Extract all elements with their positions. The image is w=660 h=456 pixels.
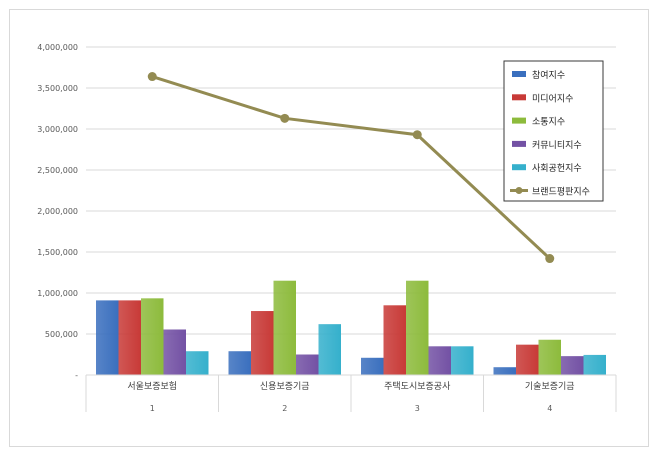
bar bbox=[318, 324, 341, 375]
bar bbox=[428, 346, 451, 375]
line-point bbox=[280, 113, 290, 123]
bar bbox=[186, 351, 209, 375]
bar-series bbox=[96, 280, 606, 375]
legend-swatch bbox=[512, 164, 526, 171]
legend-swatch bbox=[512, 94, 526, 101]
bar bbox=[538, 339, 561, 375]
bar bbox=[383, 305, 406, 375]
bar bbox=[361, 357, 384, 375]
y-axis: - 500,000 1,000,000 1,500,000 2,000,000 2,500… bbox=[37, 43, 78, 380]
y-tick-label: 2,000,000 bbox=[37, 207, 78, 216]
y-tick-label: 1,500,000 bbox=[37, 248, 78, 257]
bar bbox=[273, 280, 296, 375]
bar bbox=[296, 354, 319, 375]
bar bbox=[583, 354, 606, 375]
x-index-label: 4 bbox=[547, 404, 552, 413]
bar bbox=[228, 351, 251, 375]
bar bbox=[96, 300, 119, 375]
bar bbox=[561, 356, 584, 375]
line-point bbox=[412, 130, 422, 140]
legend-box bbox=[503, 60, 604, 202]
legend-label: 커뮤니티지수 bbox=[532, 140, 582, 151]
legend-swatch bbox=[512, 71, 526, 77]
x-index-label: 1 bbox=[150, 404, 155, 413]
bar bbox=[406, 280, 429, 375]
legend-marker bbox=[515, 187, 523, 194]
line-point bbox=[545, 254, 555, 264]
bar bbox=[141, 298, 164, 375]
legend-label: 참여지수 bbox=[532, 69, 565, 81]
y-tick-label: - bbox=[75, 371, 78, 380]
bar bbox=[163, 329, 186, 375]
legend-swatch bbox=[512, 117, 526, 124]
x-tick-label: 기술보증기금 bbox=[525, 381, 575, 392]
bar bbox=[516, 344, 539, 375]
bar bbox=[493, 367, 516, 375]
x-index-label: 2 bbox=[282, 404, 287, 413]
line-series bbox=[147, 72, 555, 264]
bar bbox=[251, 311, 274, 375]
y-tick-label: 4,000,000 bbox=[37, 43, 78, 52]
y-tick-label: 3,000,000 bbox=[37, 125, 78, 134]
legend-label: 사회공헌지수 bbox=[532, 163, 582, 174]
bar bbox=[118, 300, 141, 375]
legend-label: 미디어지수 bbox=[532, 93, 573, 104]
y-tick-label: 3,500,000 bbox=[37, 84, 78, 93]
line-path bbox=[151, 75, 551, 260]
bar bbox=[451, 346, 474, 375]
x-index-label: 3 bbox=[415, 404, 420, 413]
x-tick-label: 주택도시보증공사 bbox=[384, 381, 451, 392]
line-point bbox=[147, 72, 157, 82]
legend-swatch bbox=[512, 140, 526, 147]
y-tick-label: 2,500,000 bbox=[37, 166, 78, 175]
x-tick-label: 신용보증기금 bbox=[260, 381, 310, 392]
legend-label: 브랜드평판지수 bbox=[532, 187, 590, 198]
y-tick-label: 1,000,000 bbox=[37, 289, 78, 298]
x-tick-label: 서울보증보험 bbox=[127, 381, 177, 392]
legend-label: 소통지수 bbox=[532, 117, 565, 128]
y-tick-label: 500,000 bbox=[45, 330, 78, 339]
x-axis: 서울보증보험 1 신용보증기금 2 주택도시보증공사 3 기술보증기금 4 bbox=[85, 374, 617, 413]
